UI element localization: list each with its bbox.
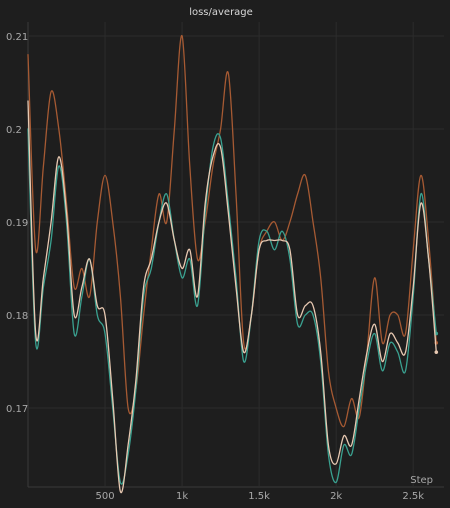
grid — [27, 22, 444, 488]
series-line-2 — [27, 128, 437, 485]
x-tick-label: 1.5k — [248, 491, 270, 502]
x-tick-label: 1k — [176, 491, 188, 502]
series-line-3 — [27, 100, 437, 494]
series-3-end-point — [434, 350, 439, 354]
y-tick-label: 0.18 — [6, 311, 28, 322]
x-tick-label: 2.5k — [402, 491, 424, 502]
y-tick-label: 0.2 — [6, 125, 22, 136]
x-axis: 500 1k 1.5k 2k 2.5k — [95, 491, 424, 502]
y-tick-label: 0.19 — [6, 218, 28, 229]
plot-area[interactable] — [27, 35, 439, 494]
x-axis-label: Step — [410, 475, 433, 486]
y-tick-label: 0.21 — [6, 32, 28, 43]
x-tick-label: 500 — [95, 491, 114, 502]
x-tick-label: 2k — [330, 491, 342, 502]
series-line-1 — [27, 35, 437, 428]
y-axis: 0.17 0.18 0.19 0.2 0.21 — [6, 32, 28, 415]
y-tick-label: 0.17 — [6, 404, 28, 415]
chart-title: loss/average — [189, 7, 253, 18]
